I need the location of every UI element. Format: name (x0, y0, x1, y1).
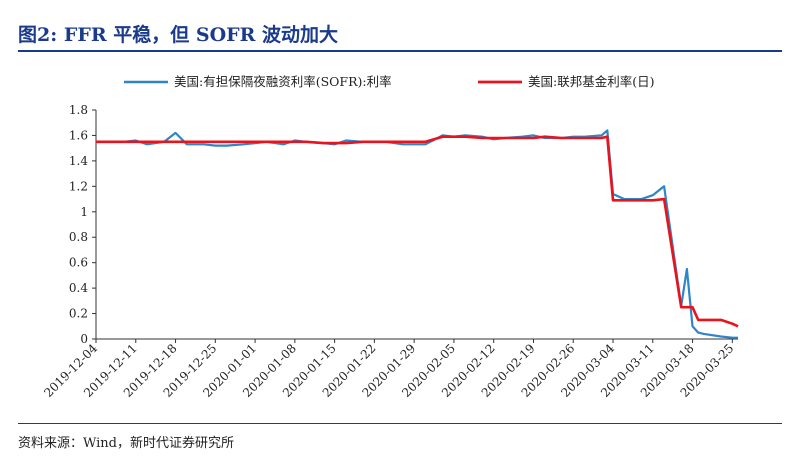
source-divider (18, 423, 782, 424)
x-axis: 2019-12-042019-12-112019-12-182019-12-25… (41, 338, 738, 400)
chart-lines (96, 129, 739, 339)
y-tick-label: 0 (80, 332, 88, 346)
y-tick-label: 0.2 (69, 307, 88, 321)
line-chart: 美国:有担保隔夜融资利率(SOFR):利率 美国:联邦基金利率(日) 0 0.2 0.… (41, 74, 739, 400)
y-tick-label: 0.4 (69, 281, 88, 295)
y-tick-label: 1.2 (69, 179, 88, 193)
y-tick-label: 1.4 (69, 154, 88, 168)
source-note: 资料来源：Wind，新时代证券研究所 (18, 436, 234, 451)
y-tick-label: 1.6 (69, 128, 88, 142)
y-tick-label: 1 (80, 205, 88, 219)
series-line-1 (96, 129, 738, 339)
y-tick-label: 1.8 (69, 103, 88, 117)
page-title: 图2: FFR 平稳，但 SOFR 波动加大 (18, 24, 339, 46)
y-tick-label: 0.8 (69, 230, 88, 244)
y-axis: 0 0.2 0.4 0.6 0.8 1 1.2 1.4 1.6 1.8 (69, 103, 97, 346)
legend-label-2: 美国:联邦基金利率(日) (528, 74, 654, 89)
legend-label-1: 美国:有担保隔夜融资利率(SOFR):利率 (174, 74, 392, 89)
chart-legend: 美国:有担保隔夜融资利率(SOFR):利率 美国:联邦基金利率(日) (124, 74, 654, 89)
series-line-2 (96, 135, 739, 328)
title-divider (18, 50, 782, 52)
title-bar: 图2: FFR 平稳，但 SOFR 波动加大 (0, 0, 803, 54)
y-tick-label: 0.6 (69, 256, 88, 270)
